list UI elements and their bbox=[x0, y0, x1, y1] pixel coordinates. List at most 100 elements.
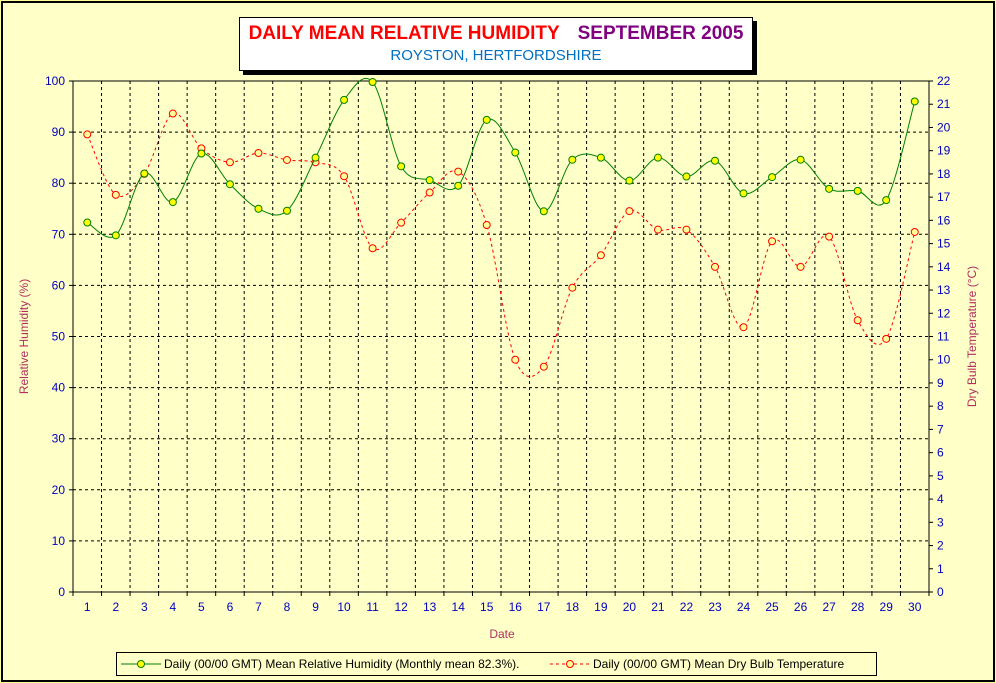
y2-tick-label: 0 bbox=[937, 585, 944, 599]
y2-tick-label: 6 bbox=[937, 446, 944, 460]
y-tick-label: 60 bbox=[52, 278, 66, 292]
y-tick-label: 100 bbox=[45, 74, 65, 88]
temperature-point bbox=[711, 262, 719, 271]
x-tick-label: 6 bbox=[227, 600, 234, 614]
y2-tick-label: 2 bbox=[937, 539, 944, 553]
humidity-point bbox=[454, 181, 463, 190]
y2-tick-label: 13 bbox=[937, 283, 951, 297]
humidity-point bbox=[910, 97, 919, 106]
y2-tick-label: 17 bbox=[937, 190, 951, 204]
y-tick-label: 50 bbox=[52, 330, 66, 344]
y2-tick-label: 11 bbox=[937, 330, 950, 344]
temperature-point bbox=[853, 316, 862, 325]
temperature-point bbox=[796, 262, 805, 271]
y-axis-title: Relative Humidity (%) bbox=[17, 279, 31, 394]
y2-tick-label: 3 bbox=[937, 515, 944, 529]
humidity-point bbox=[397, 162, 406, 171]
x-tick-label: 19 bbox=[594, 600, 608, 614]
humidity-point bbox=[853, 186, 862, 195]
humidity-point bbox=[254, 204, 263, 213]
humidity-point bbox=[711, 156, 719, 165]
temperature-point bbox=[739, 323, 748, 332]
temperature-point bbox=[825, 232, 834, 241]
y-tick-label: 70 bbox=[52, 227, 66, 241]
temperature-point bbox=[111, 190, 120, 199]
humidity-point bbox=[539, 207, 548, 216]
y2-tick-label: 15 bbox=[937, 237, 951, 251]
temperature-point bbox=[425, 188, 434, 197]
y2-tick-label: 7 bbox=[937, 422, 944, 436]
x-tick-label: 14 bbox=[452, 600, 466, 614]
humidity-point bbox=[596, 153, 605, 162]
x-tick-label: 12 bbox=[394, 600, 408, 614]
x-axis-title: Date bbox=[489, 627, 515, 641]
humidity-point bbox=[368, 78, 377, 87]
x-tick-label: 25 bbox=[765, 600, 779, 614]
y2-tick-label: 22 bbox=[937, 74, 951, 88]
x-tick-label: 17 bbox=[537, 600, 551, 614]
temperature-point bbox=[596, 251, 605, 260]
legend-item-temperature: Daily (00/00 GMT) Mean Dry Bulb Temperat… bbox=[550, 656, 844, 671]
y2-tick-label: 18 bbox=[937, 167, 951, 181]
temperature-point bbox=[539, 362, 548, 371]
y-tick-label: 10 bbox=[52, 534, 66, 548]
temperature-point bbox=[910, 227, 919, 236]
x-tick-label: 16 bbox=[509, 600, 523, 614]
humidity-point bbox=[739, 189, 748, 198]
humidity-point bbox=[768, 173, 777, 182]
y2-tick-label: 10 bbox=[937, 353, 951, 367]
humidity-point bbox=[111, 231, 120, 240]
humidity-point bbox=[882, 196, 891, 205]
y2-tick-label: 16 bbox=[937, 213, 951, 227]
y2-tick-label: 4 bbox=[937, 492, 944, 506]
humidity-point bbox=[283, 206, 291, 215]
humidity-point bbox=[825, 184, 834, 193]
x-tick-label: 27 bbox=[822, 600, 836, 614]
x-tick-label: 22 bbox=[680, 600, 694, 614]
x-tick-label: 9 bbox=[312, 600, 319, 614]
y2-tick-label: 1 bbox=[937, 562, 944, 576]
y-tick-label: 90 bbox=[52, 125, 66, 139]
humidity-point bbox=[653, 153, 662, 162]
x-tick-label: 2 bbox=[112, 600, 119, 614]
x-tick-label: 4 bbox=[170, 600, 177, 614]
x-tick-label: 20 bbox=[623, 600, 637, 614]
temperature-point bbox=[368, 244, 377, 253]
legend-item-humidity: Daily (00/00 GMT) Mean Relative Humidity… bbox=[121, 656, 519, 671]
y2-tick-label: 8 bbox=[937, 399, 944, 413]
humidity-point bbox=[83, 218, 92, 227]
temperature-point bbox=[568, 283, 577, 292]
temperature-point bbox=[653, 225, 662, 234]
humidity-point bbox=[311, 153, 320, 162]
y-tick-label: 40 bbox=[52, 381, 66, 395]
legend-temperature-swatch bbox=[550, 659, 590, 668]
x-tick-label: 3 bbox=[141, 600, 148, 614]
humidity-point bbox=[225, 180, 234, 189]
y2-tick-label: 21 bbox=[937, 97, 951, 111]
y-tick-label: 80 bbox=[52, 176, 66, 190]
y-tick-label: 30 bbox=[52, 432, 66, 446]
x-tick-label: 26 bbox=[794, 600, 808, 614]
y2-tick-label: 5 bbox=[937, 469, 944, 483]
legend-humidity-swatch bbox=[121, 659, 161, 668]
humidity-point bbox=[482, 115, 491, 124]
y2-axis-title: Dry Bulb Temperature (°C) bbox=[965, 266, 979, 407]
temperature-point bbox=[768, 237, 777, 246]
x-tick-label: 21 bbox=[651, 600, 665, 614]
chart-date: SEPTEMBER 2005 bbox=[577, 23, 744, 44]
y2-tick-label: 20 bbox=[937, 120, 951, 134]
x-tick-label: 18 bbox=[566, 600, 580, 614]
temperature-point bbox=[511, 355, 520, 364]
humidity-point bbox=[568, 155, 577, 164]
legend: Daily (00/00 GMT) Mean Relative Humidity… bbox=[116, 652, 877, 676]
temperature-point bbox=[397, 218, 406, 227]
y2-tick-label: 12 bbox=[937, 306, 951, 320]
x-tick-label: 24 bbox=[737, 600, 751, 614]
temperature-point bbox=[254, 149, 263, 158]
temperature-point bbox=[225, 158, 234, 167]
temperature-point bbox=[340, 172, 349, 181]
temperature-point bbox=[625, 207, 634, 216]
humidity-point bbox=[197, 149, 206, 158]
x-tick-label: 13 bbox=[423, 600, 437, 614]
temperature-point bbox=[882, 334, 891, 343]
